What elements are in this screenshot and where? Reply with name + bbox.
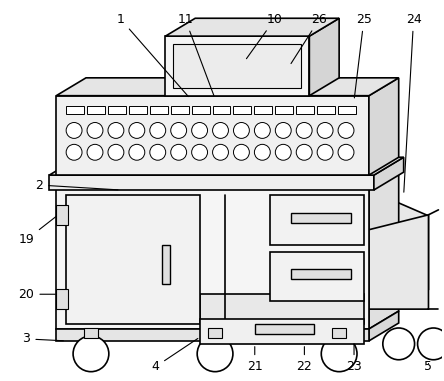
- Polygon shape: [369, 167, 399, 329]
- Polygon shape: [369, 78, 399, 175]
- Bar: [84, 328, 98, 338]
- Circle shape: [171, 123, 186, 138]
- Bar: [213, 106, 230, 114]
- Text: 24: 24: [404, 13, 421, 192]
- Polygon shape: [369, 190, 428, 289]
- Bar: [129, 106, 147, 114]
- Circle shape: [254, 144, 270, 160]
- Circle shape: [417, 328, 444, 360]
- Bar: [56, 96, 369, 175]
- Polygon shape: [56, 78, 399, 96]
- Bar: [192, 106, 210, 114]
- Text: 19: 19: [19, 216, 56, 246]
- Circle shape: [66, 123, 82, 138]
- Circle shape: [129, 123, 145, 138]
- Circle shape: [317, 123, 333, 138]
- Circle shape: [254, 123, 270, 138]
- Text: 4: 4: [151, 338, 198, 373]
- Bar: [166, 36, 309, 96]
- Bar: [56, 289, 68, 309]
- Circle shape: [338, 144, 354, 160]
- Circle shape: [296, 144, 312, 160]
- Text: 21: 21: [247, 347, 263, 373]
- Circle shape: [317, 144, 333, 160]
- Bar: [275, 106, 293, 114]
- Bar: [200, 319, 364, 344]
- Circle shape: [171, 144, 186, 160]
- Polygon shape: [166, 18, 339, 36]
- Circle shape: [129, 144, 145, 160]
- Bar: [254, 106, 272, 114]
- Bar: [255, 324, 314, 334]
- Circle shape: [87, 144, 103, 160]
- Bar: [200, 294, 364, 324]
- Bar: [56, 205, 68, 225]
- Text: 10: 10: [246, 13, 282, 59]
- Circle shape: [108, 123, 124, 138]
- Bar: [171, 106, 189, 114]
- Circle shape: [150, 123, 166, 138]
- Text: 3: 3: [23, 332, 63, 346]
- Bar: [292, 213, 351, 223]
- Bar: [56, 185, 369, 329]
- Text: 22: 22: [297, 347, 312, 373]
- Bar: [208, 328, 222, 338]
- Circle shape: [108, 144, 124, 160]
- Text: 26: 26: [291, 13, 327, 64]
- Circle shape: [321, 336, 357, 372]
- Bar: [338, 106, 356, 114]
- Circle shape: [197, 336, 233, 372]
- Circle shape: [383, 328, 415, 360]
- Circle shape: [192, 123, 207, 138]
- Bar: [66, 195, 200, 324]
- Circle shape: [73, 336, 109, 372]
- Bar: [163, 245, 170, 284]
- Circle shape: [275, 144, 291, 160]
- Polygon shape: [49, 157, 404, 175]
- Circle shape: [192, 144, 207, 160]
- Bar: [108, 106, 126, 114]
- Circle shape: [150, 144, 166, 160]
- Circle shape: [213, 144, 229, 160]
- Circle shape: [234, 123, 250, 138]
- Text: 1: 1: [117, 13, 188, 97]
- Circle shape: [213, 123, 229, 138]
- Polygon shape: [309, 18, 339, 96]
- Circle shape: [66, 144, 82, 160]
- Bar: [270, 251, 364, 301]
- Bar: [296, 106, 314, 114]
- Circle shape: [296, 123, 312, 138]
- Circle shape: [275, 123, 291, 138]
- Bar: [332, 328, 346, 338]
- Text: 20: 20: [19, 288, 56, 301]
- Bar: [87, 106, 105, 114]
- Bar: [234, 106, 251, 114]
- Circle shape: [338, 123, 354, 138]
- Bar: [173, 44, 301, 88]
- Circle shape: [234, 144, 250, 160]
- Text: 11: 11: [178, 13, 214, 96]
- Bar: [66, 106, 84, 114]
- Text: 2: 2: [36, 179, 118, 192]
- Bar: [317, 106, 335, 114]
- Bar: [150, 106, 168, 114]
- Polygon shape: [374, 157, 404, 190]
- Bar: [56, 329, 369, 341]
- Text: 23: 23: [346, 344, 362, 373]
- Bar: [270, 195, 364, 245]
- Text: 25: 25: [354, 13, 372, 98]
- Polygon shape: [369, 215, 428, 309]
- Circle shape: [87, 123, 103, 138]
- Polygon shape: [369, 311, 399, 341]
- Text: 5: 5: [424, 360, 432, 373]
- Bar: [292, 269, 351, 279]
- Bar: [49, 175, 374, 190]
